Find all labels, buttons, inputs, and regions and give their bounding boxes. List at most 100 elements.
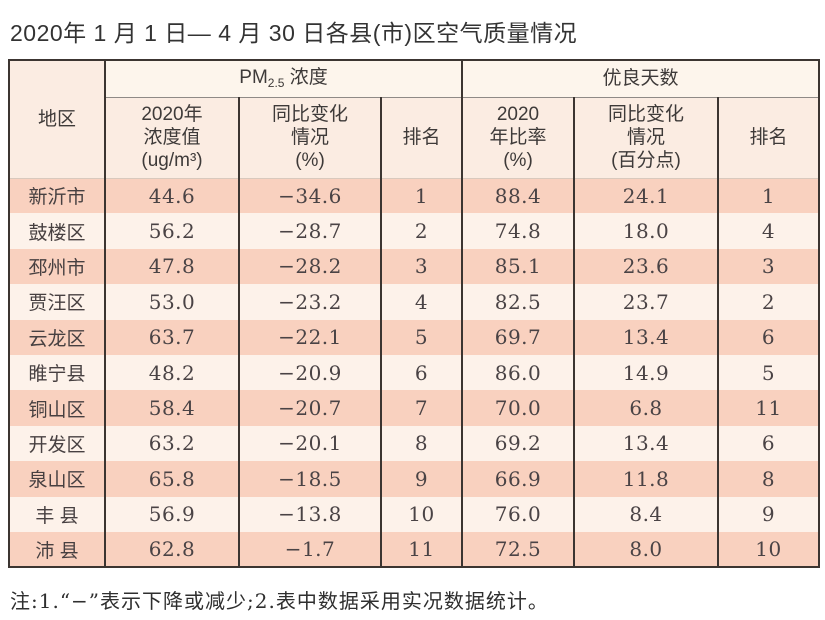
pm-value-cell: 56.9 [104,496,239,532]
good-rank-cell: 8 [716,461,820,497]
region-cell: 睢宁县 [9,354,105,391]
table-row: 新沂市 44.6 −34.6 1 88.4 24.1 1 [9,178,820,214]
pm-value-cell: 44.6 [104,178,239,214]
pm-change-cell: −34.6 [238,178,381,214]
pm-rank-cell: 7 [380,390,462,426]
region-cell: 云龙区 [9,319,105,355]
table-row: 泉山区 65.8 −18.5 9 66.9 11.8 8 [9,461,820,497]
good-change-cell: 13.4 [573,319,718,355]
pm-value-cell: 56.2 [104,213,239,249]
pm-label: PM2.5 浓度 [239,67,328,91]
pm-change-cell: −20.1 [238,425,381,462]
pm-rank-cell: 9 [380,461,462,497]
good-rank-cell: 2 [716,284,820,320]
good-rank-cell: 6 [716,425,820,462]
good-ratio-cell: 88.4 [461,178,574,214]
pm-rank-cell: 3 [380,248,462,285]
good-change-cell: 13.4 [573,425,718,462]
region-cell: 开发区 [9,425,105,462]
table-row: 丰 县 56.9 −13.8 10 76.0 8.4 9 [9,496,820,532]
pm-value-cell: 53.0 [104,284,239,320]
good-rank-cell: 6 [716,319,820,355]
pm-value-cell: 48.2 [104,354,239,391]
pm-rank-cell: 1 [380,178,462,214]
region-cell: 新沂市 [9,178,105,214]
good-change-cell: 6.8 [573,390,718,426]
pm-rank-cell: 4 [380,284,462,320]
good-rank-cell: 1 [716,178,820,214]
table-row: 铜山区 58.4 −20.7 7 70.0 6.8 11 [9,390,820,426]
region-cell: 贾汪区 [9,284,105,320]
good-rank-cell: 11 [716,390,820,426]
pm-value-cell: 58.4 [104,390,239,426]
table-row: 开发区 63.2 −20.1 8 69.2 13.4 6 [9,425,820,462]
pm-change-cell: −20.7 [238,390,381,426]
region-cell: 鼓楼区 [9,213,105,249]
pm-change-cell: −28.7 [238,213,381,249]
table-row: 沛 县 62.8 −1.7 11 72.5 8.0 10 [9,531,820,568]
page-title: 2020年 1 月 1 日— 4 月 30 日各县(市)区空气质量情况 [10,20,578,46]
header-good-ratio: 2020 年比率 (%) [461,97,574,179]
pm-rank-cell: 6 [380,354,462,391]
pm-change-cell: −28.2 [238,248,381,285]
header-pm-group: PM2.5 浓度 [104,60,462,98]
region-cell: 沛 县 [9,531,105,568]
table-row: 贾汪区 53.0 −23.2 4 82.5 23.7 2 [9,284,820,320]
pm-change-cell: −20.9 [238,354,381,391]
pm-value-cell: 62.8 [104,531,239,568]
pm-change-cell: −22.1 [238,319,381,355]
good-ratio-cell: 86.0 [461,354,574,391]
good-ratio-cell: 85.1 [461,248,574,285]
table-header: 地区 PM2.5 浓度 优良天数 2020年 浓度值 (ug/m³) 同比变化 … [9,60,820,179]
good-ratio-cell: 76.0 [461,496,574,532]
table-body: 新沂市 44.6 −34.6 1 88.4 24.1 1 鼓楼区 56.2 −2… [9,178,820,568]
good-change-cell: 24.1 [573,178,718,214]
good-change-cell: 23.7 [573,284,718,320]
pm-rank-cell: 11 [380,531,462,568]
header-good-days-group: 优良天数 [460,60,820,98]
pm-change-cell: −23.2 [238,284,381,320]
good-ratio-cell: 72.5 [461,531,574,568]
good-change-cell: 18.0 [573,213,718,249]
header-group-row: 地区 PM2.5 浓度 优良天数 [9,60,820,179]
pm-value-cell: 63.7 [104,319,239,355]
region-cell: 泉山区 [9,461,105,497]
pm-value-cell: 63.2 [104,425,239,462]
pm-change-cell: −18.5 [238,461,381,497]
pm-subscript: 2.5 [267,76,285,91]
pm-rank-cell: 2 [380,213,462,249]
pm-value-cell: 65.8 [104,461,239,497]
good-change-cell: 8.0 [573,531,718,568]
pm-value-cell: 47.8 [104,248,239,285]
region-cell: 铜山区 [9,390,105,426]
good-rank-cell: 5 [716,354,820,391]
header-pm-rank: 排名 [380,97,462,179]
good-change-cell: 23.6 [573,248,718,285]
pm-change-cell: −13.8 [238,496,381,532]
pm-rank-cell: 5 [380,319,462,355]
good-change-cell: 8.4 [573,496,718,532]
good-ratio-cell: 82.5 [461,284,574,320]
good-rank-cell: 9 [716,496,820,532]
good-ratio-cell: 69.7 [461,319,574,355]
header-region: 地区 [9,60,105,179]
table-row: 邳州市 47.8 −28.2 3 85.1 23.6 3 [9,248,820,285]
good-rank-cell: 4 [716,213,820,249]
good-ratio-cell: 69.2 [461,425,574,462]
table-row: 云龙区 63.7 −22.1 5 69.7 13.4 6 [9,319,820,355]
footnote: 注:1.“−”表示下降或减少;2.表中数据采用实况数据统计。 [10,589,549,614]
pm-change-cell: −1.7 [238,531,381,568]
header-good-change: 同比变化 情况 (百分点) [573,97,718,179]
air-quality-table: 地区 PM2.5 浓度 优良天数 2020年 浓度值 (ug/m³) 同比变化 … [8,59,821,569]
header-pm-change: 同比变化 情况 (%) [238,97,381,179]
good-ratio-cell: 70.0 [461,390,574,426]
good-change-cell: 14.9 [573,354,718,391]
good-ratio-cell: 66.9 [461,461,574,497]
region-cell: 邳州市 [9,248,105,285]
region-cell: 丰 县 [9,496,105,532]
good-ratio-cell: 74.8 [461,213,574,249]
good-rank-cell: 10 [716,531,820,568]
table-row: 睢宁县 48.2 −20.9 6 86.0 14.9 5 [9,354,820,391]
good-rank-cell: 3 [716,248,820,285]
